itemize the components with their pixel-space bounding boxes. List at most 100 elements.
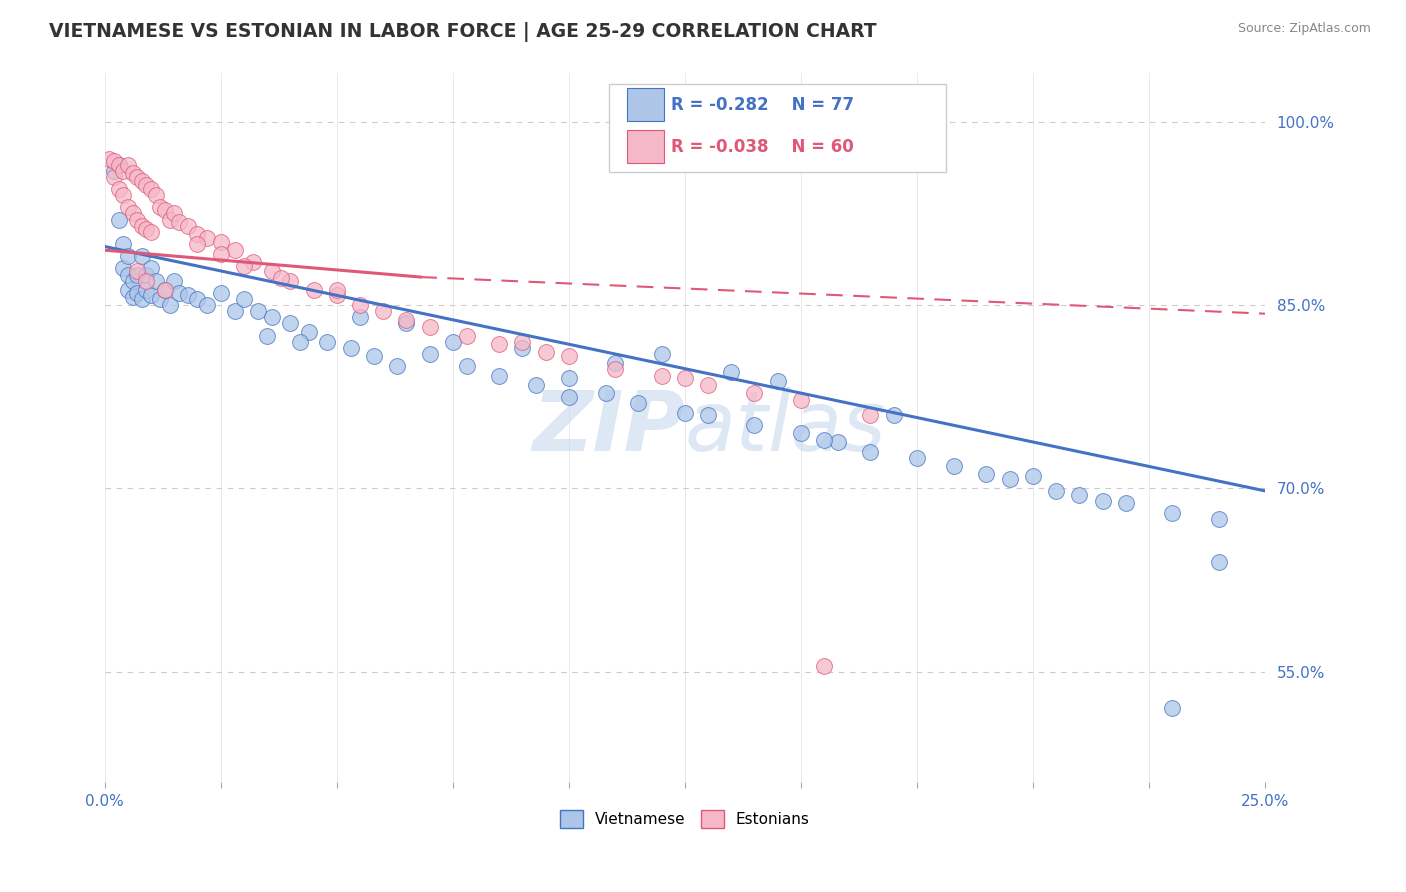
Point (117, 284, 139, 298)
Point (419, 347, 441, 361)
Point (121, 274, 143, 288)
Point (135, 178, 157, 193)
Point (1208, 512, 1230, 526)
Point (1022, 469, 1045, 483)
Point (103, 169, 125, 184)
Point (298, 325, 321, 339)
Point (288, 334, 311, 349)
Point (1091, 493, 1114, 508)
Point (131, 173, 153, 187)
Point (260, 264, 283, 278)
Point (998, 472, 1021, 486)
Point (558, 371, 581, 385)
Text: R = -0.038    N = 60: R = -0.038 N = 60 (671, 138, 853, 156)
Point (278, 317, 301, 331)
Point (159, 212, 181, 227)
Point (697, 408, 720, 422)
Point (325, 284, 347, 298)
Point (1069, 487, 1091, 501)
Point (139, 225, 162, 239)
Point (107, 182, 129, 196)
Point (186, 292, 208, 306)
Point (117, 268, 139, 282)
Point (673, 406, 696, 420)
Point (766, 374, 789, 388)
Point (163, 274, 186, 288)
Text: R = -0.282    N = 77: R = -0.282 N = 77 (671, 95, 853, 113)
Point (627, 396, 650, 410)
Point (943, 459, 966, 474)
Point (107, 158, 129, 172)
Point (976, 467, 998, 481)
Point (385, 359, 408, 374)
Point (107, 158, 129, 172)
Point (167, 285, 190, 300)
Point (145, 274, 167, 288)
Point (186, 237, 208, 252)
Point (209, 235, 232, 249)
Point (112, 237, 135, 252)
Legend: Vietnamese, Estonians: Vietnamese, Estonians (554, 804, 815, 834)
Point (107, 212, 129, 227)
Point (209, 285, 232, 300)
Point (302, 284, 325, 298)
FancyBboxPatch shape (627, 88, 664, 120)
Point (859, 444, 882, 458)
Point (139, 288, 162, 302)
Point (512, 341, 534, 355)
Point (395, 313, 418, 327)
Point (363, 350, 385, 364)
Point (605, 355, 627, 369)
Point (186, 227, 208, 242)
Point (595, 386, 617, 401)
Point (242, 255, 264, 269)
Point (127, 285, 149, 300)
Point (209, 247, 232, 261)
Point (127, 169, 149, 184)
Point (373, 304, 395, 318)
Point (1115, 496, 1137, 510)
Point (827, 434, 849, 449)
Point (177, 219, 200, 233)
Point (131, 292, 153, 306)
Point (224, 304, 246, 318)
Point (270, 271, 292, 285)
FancyBboxPatch shape (609, 84, 946, 172)
Point (651, 347, 673, 361)
Point (163, 206, 186, 220)
Point (395, 317, 418, 331)
Point (112, 261, 135, 276)
Point (651, 369, 673, 384)
Point (139, 182, 162, 196)
Point (153, 202, 176, 217)
Point (325, 288, 347, 302)
Point (135, 222, 157, 236)
Point (246, 304, 269, 318)
Point (232, 292, 254, 306)
Point (744, 386, 766, 401)
Point (195, 298, 218, 312)
Text: VIETNAMESE VS ESTONIAN IN LABOR FORCE | AGE 25-29 CORRELATION CHART: VIETNAMESE VS ESTONIAN IN LABOR FORCE | … (49, 22, 877, 42)
Point (316, 334, 339, 349)
Point (524, 377, 547, 392)
Point (167, 215, 190, 229)
Point (131, 249, 153, 263)
Point (112, 163, 135, 178)
Point (349, 310, 371, 325)
Point (131, 219, 153, 233)
Point (121, 166, 143, 180)
Point (103, 163, 125, 178)
Point (790, 393, 813, 408)
Point (260, 310, 283, 325)
Point (813, 433, 835, 447)
Point (790, 426, 813, 441)
Point (488, 369, 510, 384)
Point (135, 284, 157, 298)
Point (139, 261, 162, 276)
Text: Source: ZipAtlas.com: Source: ZipAtlas.com (1237, 22, 1371, 36)
Point (339, 341, 361, 355)
Point (456, 359, 478, 374)
Point (605, 361, 627, 376)
Point (1208, 555, 1230, 569)
Point (127, 212, 149, 227)
